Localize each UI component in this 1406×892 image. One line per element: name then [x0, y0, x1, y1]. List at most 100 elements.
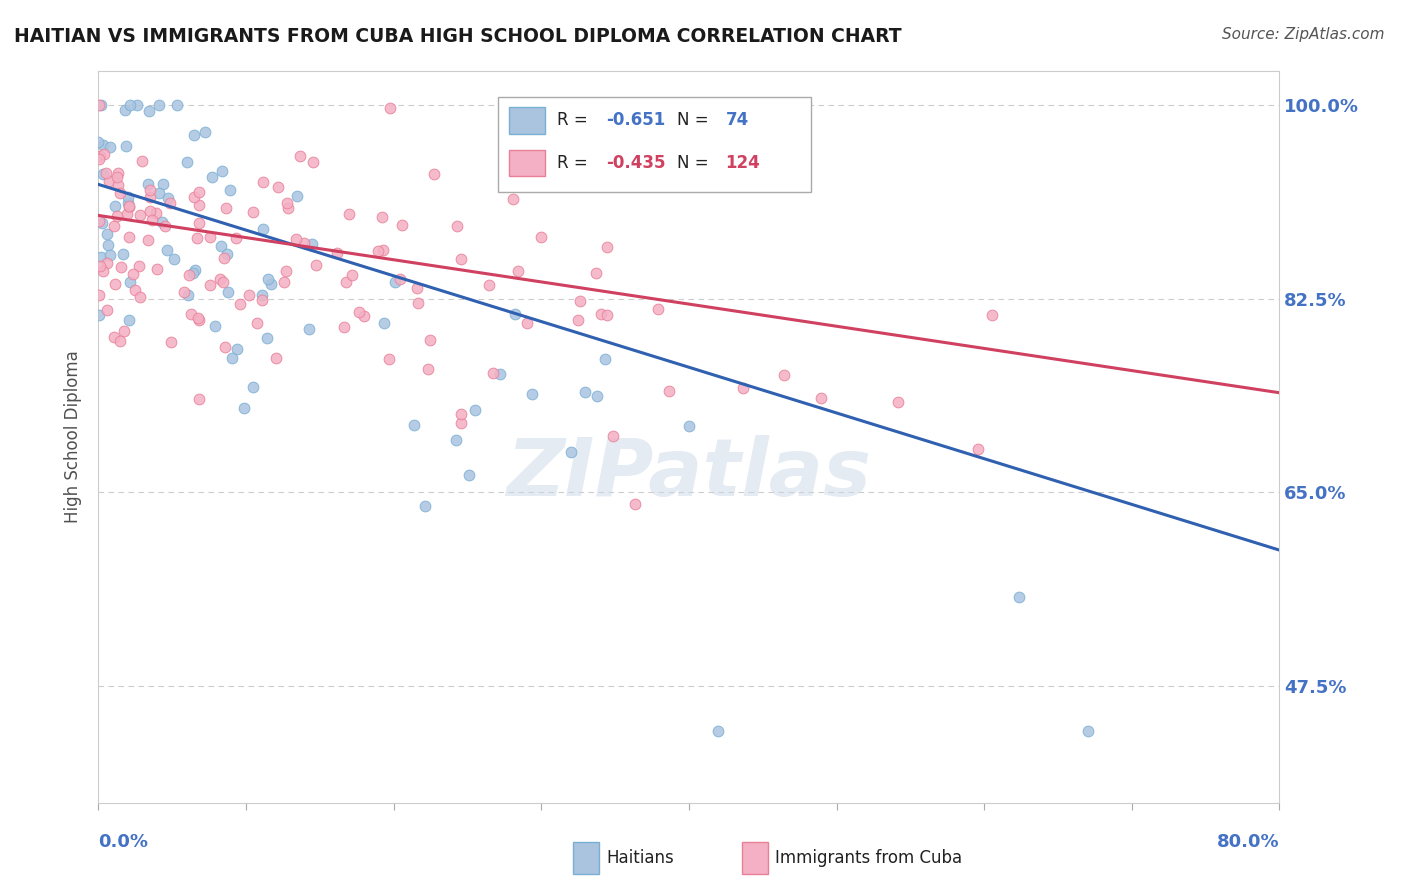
- Point: [107, 178, 129, 193]
- Point: [406, 296, 429, 310]
- Y-axis label: High School Diploma: High School Diploma: [65, 351, 83, 524]
- Point: [187, 310, 209, 325]
- Point: [91, 137, 114, 152]
- Point: [596, 240, 619, 254]
- Point: [595, 351, 617, 366]
- Point: [242, 205, 264, 219]
- Point: [188, 216, 211, 230]
- Point: [404, 417, 426, 432]
- FancyBboxPatch shape: [498, 97, 811, 192]
- Point: [347, 305, 370, 319]
- Point: [292, 235, 315, 250]
- Point: [378, 352, 401, 367]
- Point: [131, 153, 153, 168]
- Point: [136, 233, 159, 247]
- Point: [108, 186, 131, 200]
- Point: [256, 331, 278, 345]
- Point: [89, 259, 111, 273]
- Point: [96, 256, 118, 270]
- Point: [105, 170, 128, 185]
- Point: [212, 275, 235, 289]
- Point: [186, 231, 208, 245]
- Point: [596, 309, 619, 323]
- Point: [183, 128, 205, 142]
- Point: [129, 208, 152, 222]
- Text: HAITIAN VS IMMIGRANTS FROM CUBA HIGH SCHOOL DIPLOMA CORRELATION CHART: HAITIAN VS IMMIGRANTS FROM CUBA HIGH SCH…: [14, 27, 901, 45]
- Point: [103, 219, 125, 233]
- Point: [371, 243, 394, 257]
- Point: [152, 177, 174, 191]
- Point: [214, 340, 236, 354]
- Point: [380, 101, 402, 115]
- Point: [211, 164, 233, 178]
- Point: [731, 381, 754, 395]
- Point: [1008, 591, 1031, 605]
- Text: Immigrants from Cuba: Immigrants from Cuba: [775, 848, 962, 867]
- Point: [89, 288, 111, 302]
- Point: [87, 309, 110, 323]
- Point: [298, 322, 321, 336]
- Point: [371, 210, 394, 224]
- Point: [413, 499, 436, 513]
- Point: [136, 177, 159, 191]
- Point: [246, 316, 269, 330]
- Point: [332, 320, 354, 334]
- Point: [163, 252, 186, 266]
- Point: [166, 97, 188, 112]
- Point: [478, 278, 501, 293]
- Point: [90, 251, 112, 265]
- Point: [373, 316, 395, 330]
- Point: [181, 266, 204, 280]
- Point: [215, 247, 238, 261]
- Point: [112, 247, 135, 261]
- Point: [87, 97, 110, 112]
- Point: [103, 330, 125, 344]
- Point: [118, 200, 141, 214]
- Point: [980, 309, 1002, 323]
- Point: [707, 723, 730, 738]
- FancyBboxPatch shape: [574, 841, 599, 874]
- Point: [117, 190, 139, 204]
- Point: [458, 467, 481, 482]
- Point: [139, 203, 162, 218]
- Point: [118, 229, 141, 244]
- Point: [141, 212, 163, 227]
- Point: [114, 103, 136, 118]
- Point: [122, 267, 145, 281]
- Text: Haitians: Haitians: [606, 848, 673, 867]
- Point: [90, 97, 112, 112]
- Point: [489, 368, 512, 382]
- Point: [96, 227, 118, 241]
- Point: [301, 237, 323, 252]
- Point: [277, 201, 299, 215]
- Point: [252, 222, 274, 236]
- Point: [176, 154, 198, 169]
- Point: [225, 342, 247, 356]
- Point: [482, 366, 505, 380]
- Point: [128, 290, 150, 304]
- Point: [406, 281, 429, 295]
- Point: [89, 153, 111, 167]
- Point: [624, 497, 647, 511]
- Point: [560, 444, 582, 458]
- Point: [183, 262, 205, 277]
- Point: [139, 190, 162, 204]
- Point: [219, 183, 242, 197]
- Point: [98, 174, 121, 188]
- Point: [250, 293, 273, 308]
- Point: [188, 392, 211, 406]
- Point: [115, 206, 138, 220]
- Point: [180, 307, 202, 321]
- Point: [966, 442, 988, 457]
- Text: N =: N =: [678, 153, 714, 172]
- Point: [118, 97, 141, 112]
- FancyBboxPatch shape: [509, 107, 546, 134]
- Point: [450, 417, 472, 431]
- Point: [96, 166, 118, 180]
- Text: ZIPatlas: ZIPatlas: [506, 434, 872, 513]
- Text: 124: 124: [725, 153, 761, 172]
- Point: [177, 288, 200, 302]
- Point: [91, 264, 114, 278]
- Point: [159, 196, 181, 211]
- Point: [586, 389, 609, 403]
